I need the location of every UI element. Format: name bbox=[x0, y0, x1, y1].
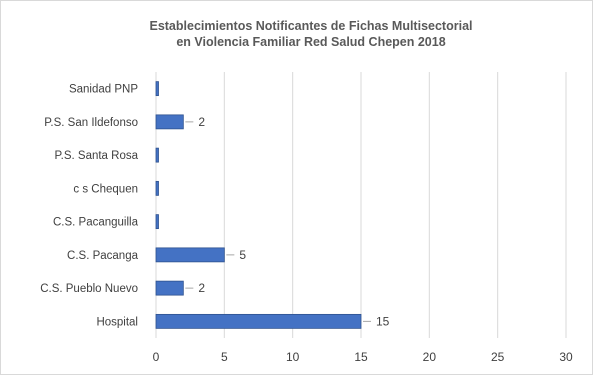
bar bbox=[155, 180, 159, 196]
bar bbox=[155, 81, 159, 97]
bar bbox=[155, 114, 184, 130]
chart-title-line-1: Establecimientos Notificantes de Fichas … bbox=[149, 19, 473, 33]
x-tick-label: 10 bbox=[286, 350, 300, 364]
category-label: C.S. Pacanga bbox=[67, 250, 139, 262]
category-label: c s Chequen bbox=[73, 183, 138, 195]
data-label: 5 bbox=[239, 248, 246, 262]
bar bbox=[155, 280, 184, 296]
gridlines bbox=[155, 72, 567, 338]
x-tick-labels: 0 5 10 15 20 25 30 bbox=[153, 350, 573, 364]
category-label: C.S. Pueblo Nuevo bbox=[40, 283, 138, 295]
data-labels: 2 5 2 15 bbox=[185, 115, 390, 328]
category-labels: Sanidad PNP P.S. San Ildefonso P.S. Santa … bbox=[40, 84, 138, 329]
data-label: 15 bbox=[376, 314, 390, 328]
bars bbox=[155, 81, 362, 329]
data-label: 2 bbox=[198, 115, 205, 129]
x-tick-label: 30 bbox=[559, 350, 573, 364]
bar bbox=[155, 247, 225, 263]
data-label: 2 bbox=[198, 281, 205, 295]
x-tick-label: 15 bbox=[354, 350, 368, 364]
x-tick-label: 25 bbox=[491, 350, 505, 364]
category-label: P.S. Santa Rosa bbox=[54, 150, 138, 162]
x-tick-label: 5 bbox=[221, 350, 228, 364]
category-label: C.S. Pacanguilla bbox=[53, 217, 139, 229]
bar bbox=[155, 313, 362, 329]
category-label: Hospital bbox=[96, 316, 138, 328]
category-label: P.S. San Ildefonso bbox=[44, 117, 138, 129]
x-tick-label: 20 bbox=[423, 350, 437, 364]
bar bbox=[155, 214, 159, 230]
x-tick-label: 0 bbox=[153, 350, 160, 364]
category-label: Sanidad PNP bbox=[69, 84, 138, 96]
chart-title-line-2: en Violencia Familiar Red Salud Chepen 2… bbox=[176, 35, 446, 49]
bar bbox=[155, 147, 159, 163]
